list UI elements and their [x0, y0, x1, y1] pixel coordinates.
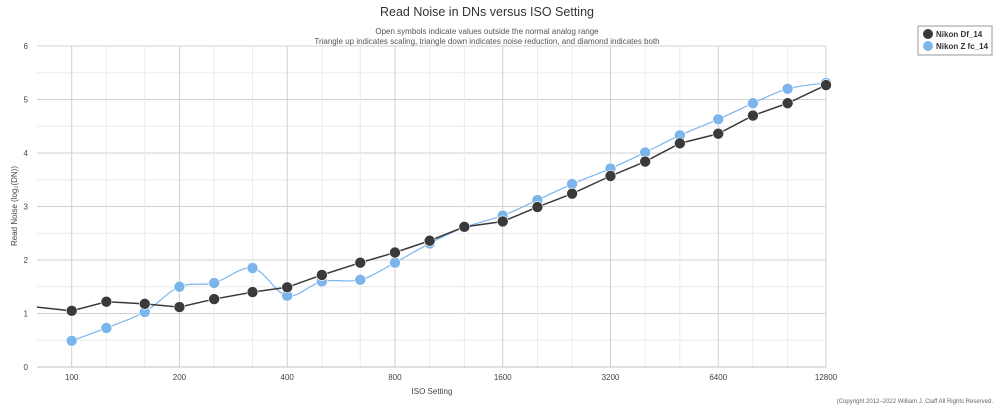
data-point[interactable] — [173, 301, 186, 313]
legend-item-series-1[interactable]: Nikon Df_14 — [923, 29, 983, 39]
x-tick-label: 400 — [281, 373, 295, 382]
y-tick-label: 5 — [24, 96, 29, 105]
series-line — [36, 84, 827, 312]
x-tick-label: 800 — [388, 373, 402, 382]
data-point[interactable] — [496, 215, 509, 228]
y-tick-label: 1 — [24, 310, 29, 319]
x-tick-label: 3200 — [602, 373, 620, 382]
x-tick-label: 12800 — [815, 373, 838, 382]
data-point[interactable] — [747, 97, 759, 110]
legend-label-series-2: Nikon Z fc_14 — [936, 42, 989, 51]
legend[interactable]: Nikon Df_14 Nikon Z fc_14 — [917, 25, 993, 56]
data-point[interactable] — [65, 334, 78, 347]
data-point[interactable] — [781, 97, 794, 110]
data-point[interactable] — [531, 201, 544, 213]
data-point[interactable] — [820, 79, 832, 91]
series-line — [71, 82, 827, 342]
y-tick-label: 6 — [24, 42, 29, 51]
y-axis-ticks: 0 1 2 3 4 5 6 — [24, 42, 29, 372]
chart-subtitle-line-2: Triangle up indicates scaling, triangle … — [314, 37, 659, 46]
data-point[interactable] — [747, 109, 759, 122]
x-tick-label: 200 — [173, 373, 187, 382]
data-point[interactable] — [246, 262, 259, 274]
chart-subtitle-line-1: Open symbols indicate values outside the… — [375, 27, 599, 36]
data-point[interactable] — [100, 295, 113, 308]
legend-marker-icon — [923, 29, 933, 39]
data-point[interactable] — [354, 256, 367, 269]
chart-title: Read Noise in DNs versus ISO Setting — [380, 5, 594, 19]
series-1 — [36, 79, 832, 317]
data-point[interactable] — [208, 293, 220, 305]
data-point[interactable] — [65, 305, 78, 317]
y-tick-label: 2 — [24, 256, 29, 265]
data-point[interactable] — [208, 277, 220, 289]
data-point[interactable] — [712, 113, 725, 126]
data-point[interactable] — [173, 280, 186, 293]
data-point[interactable] — [316, 269, 328, 281]
data-point[interactable] — [100, 322, 113, 334]
data-point[interactable] — [604, 170, 617, 182]
y-tick-label: 0 — [24, 363, 29, 372]
x-tick-label: 1600 — [494, 373, 512, 382]
data-point[interactable] — [389, 246, 401, 259]
data-point[interactable] — [674, 137, 686, 150]
data-point[interactable] — [246, 286, 259, 298]
data-point[interactable] — [639, 155, 651, 168]
x-axis-label: ISO Setting — [412, 387, 453, 396]
data-point[interactable] — [138, 298, 151, 310]
data-point[interactable] — [712, 127, 725, 140]
x-tick-label: 100 — [65, 373, 79, 382]
legend-item-series-2[interactable]: Nikon Z fc_14 — [923, 41, 989, 51]
series-layer — [36, 77, 832, 347]
x-axis-ticks: 100 200 400 800 1600 3200 6400 12800 — [65, 373, 838, 382]
data-point[interactable] — [458, 221, 471, 233]
x-tick-label: 6400 — [709, 373, 727, 382]
y-tick-label: 3 — [24, 203, 29, 212]
data-point[interactable] — [781, 83, 794, 95]
data-point[interactable] — [281, 281, 294, 294]
legend-label-series-1: Nikon Df_14 — [936, 30, 983, 39]
y-gridlines — [37, 45, 826, 368]
data-point[interactable] — [354, 273, 367, 286]
y-tick-label: 4 — [24, 149, 29, 158]
data-point[interactable] — [566, 187, 578, 200]
data-point[interactable] — [389, 256, 401, 269]
data-point[interactable] — [423, 234, 436, 247]
y-axis-label: Read Noise (log₂(DN)) — [10, 166, 19, 246]
copyright-notice: (Copyright 2012–2022 William J. Claff Al… — [837, 399, 994, 405]
legend-marker-icon — [923, 41, 933, 51]
